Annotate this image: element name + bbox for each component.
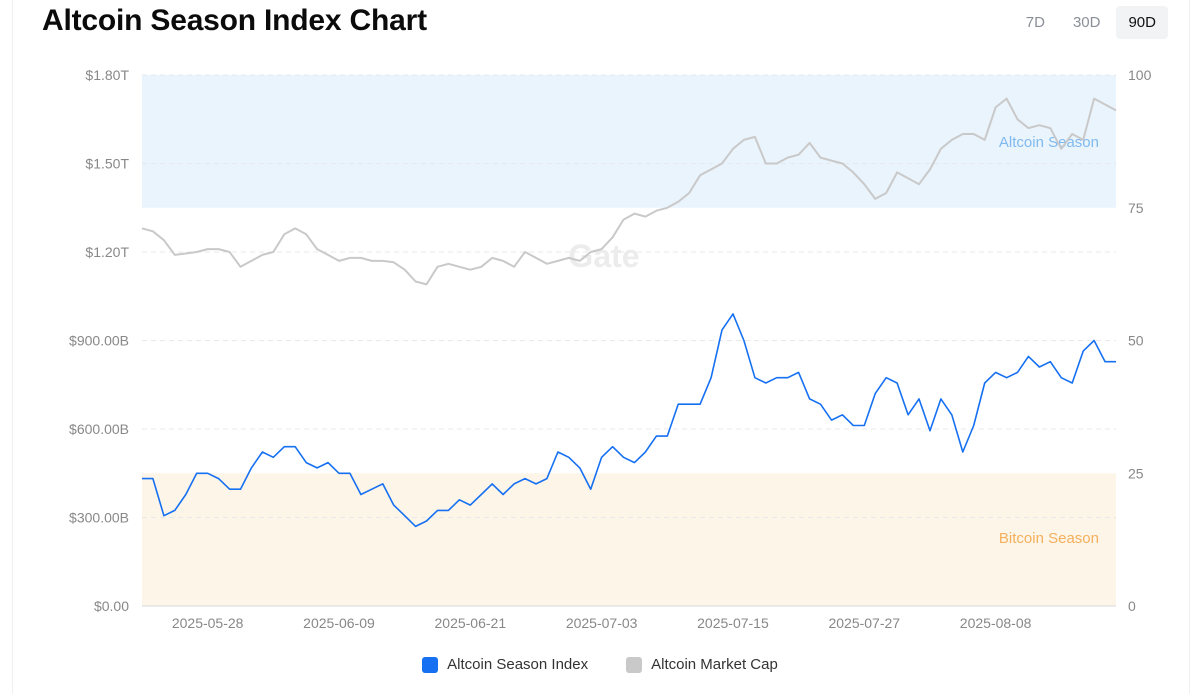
range-tab-90d[interactable]: 90D [1116, 6, 1168, 39]
y-tick-right: 100 [1128, 67, 1152, 83]
y-tick-right: 50 [1128, 333, 1144, 349]
y-tick-left: $0.00 [94, 598, 129, 614]
range-tab-30d[interactable]: 30D [1072, 14, 1101, 31]
x-tick: 2025-07-15 [697, 615, 769, 631]
y-tick-right: 25 [1128, 465, 1144, 481]
legend: Altcoin Season Index Altcoin Market Cap [0, 656, 1200, 673]
range-tab-7d[interactable]: 7D [1025, 14, 1045, 31]
x-tick: 2025-07-03 [566, 615, 638, 631]
y-tick-left: $1.20T [85, 244, 129, 260]
zone-label-bitcoin: Bitcoin Season [999, 530, 1099, 547]
series-line-altcoin-season-index [142, 313, 1116, 528]
y-tick-left: $300.00B [69, 510, 129, 526]
range-tabs: 7D 30D 90D [1014, 6, 1168, 39]
zone-altcoin-season [142, 75, 1116, 208]
y-tick-left: $1.80T [85, 67, 129, 83]
y-tick-right: 75 [1128, 200, 1144, 216]
legend-label: Altcoin Season Index [447, 656, 589, 673]
x-tick: 2025-08-08 [960, 615, 1032, 631]
chart-area: Altcoin Season Bitcoin Season $0.00 $300.00… [69, 67, 1152, 631]
legend-item-altcoin-market-cap[interactable]: Altcoin Market Cap [626, 656, 778, 673]
chart-card [12, 0, 1190, 694]
y-tick-right: 0 [1128, 598, 1136, 614]
page-title: Altcoin Season Index Chart [42, 4, 427, 37]
zone-label-altcoin: Altcoin Season [999, 134, 1099, 151]
legend-item-altcoin-season-index[interactable]: Altcoin Season Index [422, 656, 588, 673]
y-tick-left: $900.00B [69, 333, 129, 349]
x-tick: 2025-07-27 [828, 615, 900, 631]
x-tick: 2025-06-09 [303, 615, 375, 631]
series-line-altcoin-market-cap [141, 97, 1117, 286]
watermark: Gate [568, 238, 639, 274]
legend-label: Altcoin Market Cap [651, 656, 778, 673]
zone-bitcoin-season [142, 473, 1116, 606]
x-tick: 2025-06-21 [435, 615, 507, 631]
y-tick-left: $600.00B [69, 421, 129, 437]
legend-swatch-gray [626, 656, 643, 673]
x-tick: 2025-05-28 [172, 615, 244, 631]
y-tick-left: $1.50T [85, 156, 129, 172]
legend-swatch-blue [422, 656, 439, 673]
